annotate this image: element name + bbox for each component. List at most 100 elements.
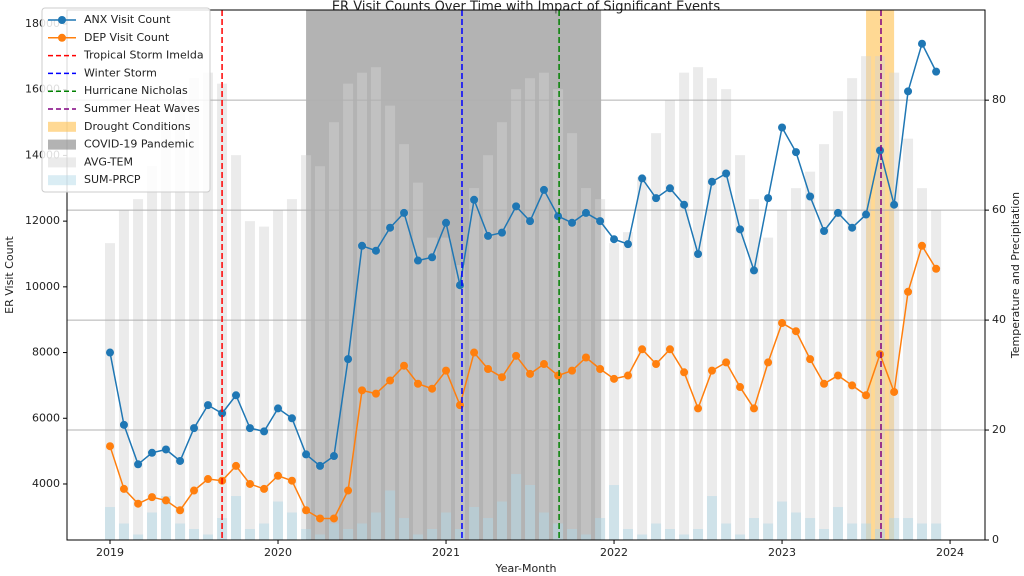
bar [133, 199, 144, 540]
bar [763, 237, 774, 540]
series-marker [875, 146, 884, 155]
series-marker [302, 506, 311, 515]
bar [664, 529, 675, 540]
legend-label: Winter Storm [84, 66, 157, 79]
series-marker [497, 373, 506, 382]
series-marker [596, 364, 605, 373]
series-marker [791, 327, 800, 336]
legend-label: ANX Visit Count [84, 13, 171, 26]
y-tick-label: 10000 [25, 280, 60, 293]
bar [609, 485, 620, 540]
series-marker [455, 401, 464, 410]
series-marker [890, 200, 899, 209]
series-marker [400, 361, 409, 370]
series-marker [623, 240, 632, 249]
bar [118, 523, 129, 540]
series-marker [722, 169, 731, 178]
series-marker [652, 194, 661, 203]
legend-label: COVID-19 Pandemic [84, 138, 194, 151]
series-marker [176, 506, 185, 515]
bar [622, 529, 633, 540]
series-marker [329, 452, 338, 461]
bar [874, 56, 885, 541]
bar [496, 122, 507, 540]
bar [931, 523, 942, 540]
bar [903, 138, 914, 540]
bar [693, 67, 704, 541]
bar [580, 534, 591, 540]
series-marker [904, 287, 913, 296]
series-marker [371, 246, 380, 255]
bar [637, 177, 648, 540]
bar [441, 512, 452, 540]
series-marker [862, 210, 871, 219]
series-marker [428, 253, 437, 262]
series-marker [778, 123, 787, 132]
bar [735, 534, 746, 540]
series-marker [512, 202, 521, 211]
series-marker [764, 358, 773, 367]
series-marker [791, 148, 800, 157]
series-marker [665, 345, 674, 354]
legend-label: Drought Conditions [84, 120, 191, 133]
series-marker [917, 39, 926, 48]
series-marker [694, 404, 703, 413]
series-marker [694, 249, 703, 258]
series-marker [302, 450, 311, 459]
bar [651, 133, 662, 540]
series-marker [749, 266, 758, 275]
legend-handle [48, 121, 76, 132]
bar [819, 529, 830, 540]
series-marker [932, 264, 941, 273]
series-marker [820, 379, 829, 388]
series-marker [596, 217, 605, 226]
bar [118, 210, 129, 540]
bar [496, 501, 507, 540]
bar [777, 501, 788, 540]
series-marker [581, 353, 590, 362]
bar [244, 221, 255, 540]
series-marker [554, 371, 563, 380]
bar [469, 188, 480, 540]
series-marker [749, 404, 758, 413]
series-marker [484, 364, 493, 373]
series-marker [848, 223, 857, 232]
series-marker [260, 484, 269, 493]
series-marker [512, 351, 521, 360]
bar [454, 529, 465, 540]
series-marker [568, 366, 577, 375]
series-marker [148, 493, 157, 502]
bar [189, 78, 200, 541]
bar [553, 89, 564, 540]
series-marker [287, 476, 296, 485]
y2-tick-label: 80 [992, 93, 1006, 106]
series-marker [470, 195, 479, 204]
bar [609, 243, 620, 540]
bar [469, 507, 480, 540]
series-marker [806, 192, 815, 201]
series-marker [203, 401, 212, 410]
bar [580, 188, 591, 540]
series-marker [820, 226, 829, 235]
series-marker [568, 218, 577, 227]
plot-frame [66, 9, 986, 541]
series-marker [232, 461, 241, 470]
series-marker [526, 369, 535, 378]
bar [343, 83, 354, 541]
legend: ANX Visit Count DEP Visit Count Tropical S… [41, 7, 211, 193]
series-marker [287, 414, 296, 423]
series-marker [722, 358, 731, 367]
bar [399, 518, 410, 540]
bar [637, 534, 648, 540]
bar [441, 237, 452, 540]
bar [777, 210, 788, 540]
series-marker [329, 514, 338, 523]
series-marker [106, 348, 115, 357]
bar [622, 232, 633, 540]
bar [315, 166, 326, 540]
series-marker [610, 374, 619, 383]
bar [721, 523, 732, 540]
legend-label: SUM-PRCP [84, 173, 141, 186]
bar [343, 529, 354, 540]
legend-handle [48, 175, 76, 186]
